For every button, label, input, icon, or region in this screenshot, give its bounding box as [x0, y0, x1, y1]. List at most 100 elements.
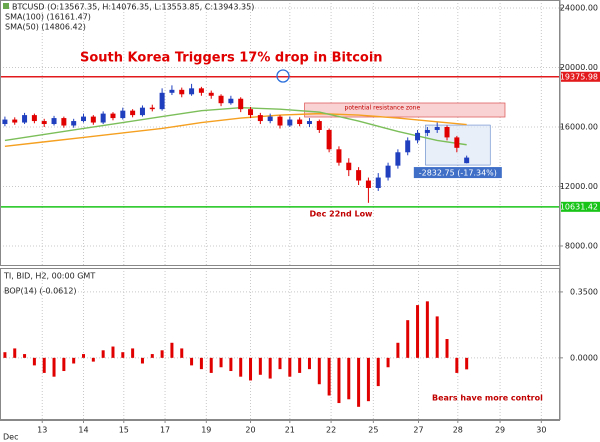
resistance-zone — [304, 102, 506, 118]
candle-body — [31, 115, 37, 122]
candle-body — [110, 113, 116, 119]
x-tick-label: 27 — [413, 426, 423, 435]
candle-body — [306, 121, 312, 125]
legend-entry: SMA(50) (14806.42) — [5, 23, 86, 32]
candle-body — [90, 116, 96, 123]
candle-body — [41, 121, 47, 125]
candle-body — [356, 170, 362, 181]
bop-bar — [288, 357, 292, 377]
candle-body — [434, 126, 440, 130]
x-tick-label: 15 — [119, 426, 129, 435]
candle-body — [169, 89, 175, 93]
legend-entry: SMA(100) (16161.47) — [5, 13, 91, 22]
bop-bar — [91, 357, 95, 362]
bop-bar — [307, 357, 311, 370]
measure-label-bg — [413, 167, 502, 179]
bop-bar — [62, 357, 66, 372]
x-tick-label: 14 — [78, 426, 88, 435]
candle-body — [297, 119, 303, 125]
bop-bar — [170, 342, 174, 358]
candle-body — [120, 110, 126, 119]
candle-body — [287, 119, 293, 126]
bop-bar — [416, 305, 420, 358]
bop-bar — [337, 357, 341, 404]
bop-bar — [101, 350, 105, 358]
candle-body — [12, 119, 18, 123]
bop-bar — [42, 357, 46, 373]
candle-body — [444, 126, 450, 138]
level-label-bg — [561, 201, 600, 212]
y-tick-label: 20000.00 — [560, 63, 598, 72]
bop-bar — [327, 357, 331, 396]
bop-bar — [406, 320, 410, 358]
candle-body — [22, 115, 28, 123]
x-tick-label: 13 — [37, 426, 47, 435]
x-month-label: Dec — [3, 433, 18, 442]
indicator-name: BOP(14) (-0.0612) — [4, 287, 77, 296]
y-tick-label: 0.3500 — [570, 287, 598, 296]
x-tick-label: 30 — [536, 426, 546, 435]
bop-bar — [366, 357, 370, 402]
bop-bar — [268, 357, 272, 379]
candle-body — [424, 129, 430, 133]
bop-bar — [180, 348, 184, 358]
candle-body — [100, 113, 106, 123]
bop-bar — [23, 354, 27, 358]
level-label-bg — [561, 71, 600, 82]
bop-bar — [455, 357, 459, 373]
bop-bar — [258, 357, 262, 375]
x-tick-label: 29 — [495, 426, 505, 435]
measure-label: -2832.75 (-17.34%) — [419, 169, 497, 178]
candle-body — [385, 165, 391, 178]
bop-bar — [465, 357, 469, 370]
bop-bar — [425, 301, 429, 358]
candle-body — [415, 132, 421, 141]
y-tick-label: 8000.00 — [565, 241, 598, 250]
bop-bar — [160, 350, 164, 358]
x-tick-label: 17 — [160, 426, 170, 435]
bop-bar — [298, 357, 302, 373]
level-label: 10631.42 — [560, 202, 598, 211]
candle-body — [198, 88, 204, 93]
bop-bar — [131, 348, 135, 358]
candle-body — [248, 109, 254, 116]
bop-bar — [347, 357, 351, 400]
candle-body — [336, 149, 342, 163]
candle-body — [346, 162, 352, 171]
x-tick-label: 22 — [326, 426, 336, 435]
candle-body — [228, 98, 234, 104]
candle-body — [149, 107, 155, 110]
labels: BTCUSD (O:13567.35, H:14076.35, L:13553.… — [3, 3, 598, 442]
y-tick-label: 24000.00 — [560, 4, 598, 13]
candle-body — [365, 180, 371, 188]
header: BTCUSD (O:13567.35, H:14076.35, L:13553.… — [12, 3, 254, 12]
bop-bar — [140, 357, 144, 364]
bop-bar — [111, 346, 115, 358]
candle-body — [257, 115, 263, 122]
annotation: Bears have more control — [432, 394, 543, 403]
indicator-info: TI, BID, H2, 00:00 GMT — [3, 272, 95, 281]
candle-body — [316, 121, 322, 130]
bop-bar — [239, 357, 243, 377]
candle-body — [454, 137, 460, 148]
candle-body — [71, 121, 77, 126]
bop-bar — [386, 357, 390, 368]
bop-bar — [249, 357, 253, 381]
x-tick-label: 25 — [368, 426, 378, 435]
bop-bar — [396, 342, 400, 358]
y-tick-label: 16000.00 — [560, 122, 598, 131]
candle-body — [139, 107, 145, 116]
bop-bar — [32, 357, 36, 366]
candle-body — [405, 140, 411, 153]
candle-body — [326, 129, 332, 150]
chart-title: South Korea Triggers 17% drop in Bitcoin — [80, 51, 383, 66]
highlight-circle — [276, 69, 290, 83]
bop-bar — [82, 354, 86, 358]
candle-body — [238, 98, 244, 110]
candle-body — [218, 95, 224, 104]
x-tick-label: 20 — [245, 426, 255, 435]
bop-bar — [13, 348, 17, 358]
level-label: 19375.98 — [560, 72, 598, 81]
bop-bar — [199, 357, 203, 370]
